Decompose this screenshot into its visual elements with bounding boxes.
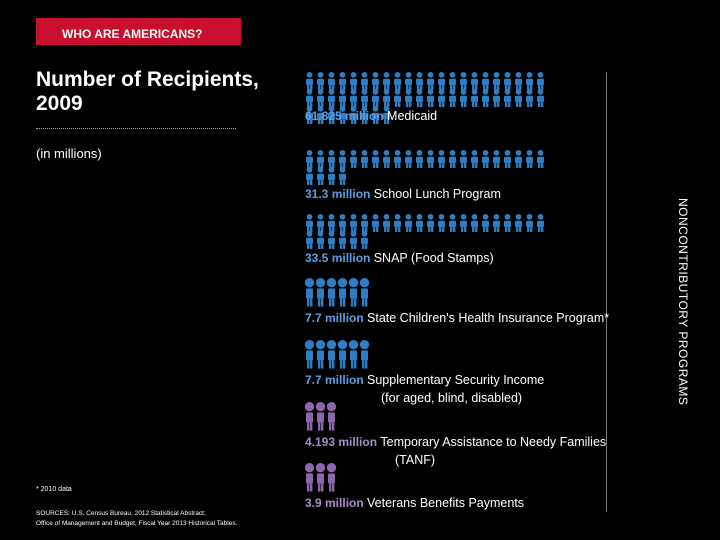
chart-title: Number of Recipients, 2009	[36, 68, 259, 116]
bar-5	[304, 402, 337, 431]
value-label-2: 33.5 million SNAP (Food Stamps)	[305, 251, 494, 265]
value-label-4: 7.7 million Supplementary Security Incom…	[305, 373, 544, 387]
sublabel-5: (TANF)	[395, 453, 435, 467]
chart-title-line-2: 2009	[36, 92, 83, 115]
section-header-label: WHO ARE AMERICANS?	[62, 27, 203, 41]
sources: SOURCES: U.S. Census Bureau, 2012 Statis…	[36, 509, 237, 529]
group-divider-line	[606, 72, 607, 512]
title-divider	[36, 128, 236, 129]
value-label-5: 4.193 million Temporary Assistance to Ne…	[305, 435, 606, 449]
unit-label: (in millions)	[36, 146, 102, 161]
value-label-6: 3.9 million Veterans Benefits Payments	[305, 496, 524, 510]
source-line-2: Office of Management and Budget, Fiscal …	[36, 520, 238, 527]
value-label-0: 61.825 million Medicaid	[305, 109, 437, 123]
bar-4	[304, 340, 370, 369]
bar-1	[306, 150, 544, 185]
bar-0	[306, 72, 544, 124]
source-line-1: SOURCES: U.S. Census Bureau, 2012 Statis…	[36, 510, 206, 517]
bar-3	[304, 278, 370, 307]
sublabel-4: (for aged, blind, disabled)	[381, 391, 522, 405]
chart-title-line-1: Number of Recipients,	[36, 68, 259, 91]
bar-6	[304, 463, 337, 492]
value-label-1: 31.3 million School Lunch Program	[305, 187, 501, 201]
bar-2	[306, 214, 544, 249]
footnote: * 2010 data	[36, 486, 72, 493]
section-header-bar: WHO ARE AMERICANS?	[36, 18, 241, 45]
value-label-3: 7.7 million State Children's Health Insu…	[305, 311, 609, 325]
